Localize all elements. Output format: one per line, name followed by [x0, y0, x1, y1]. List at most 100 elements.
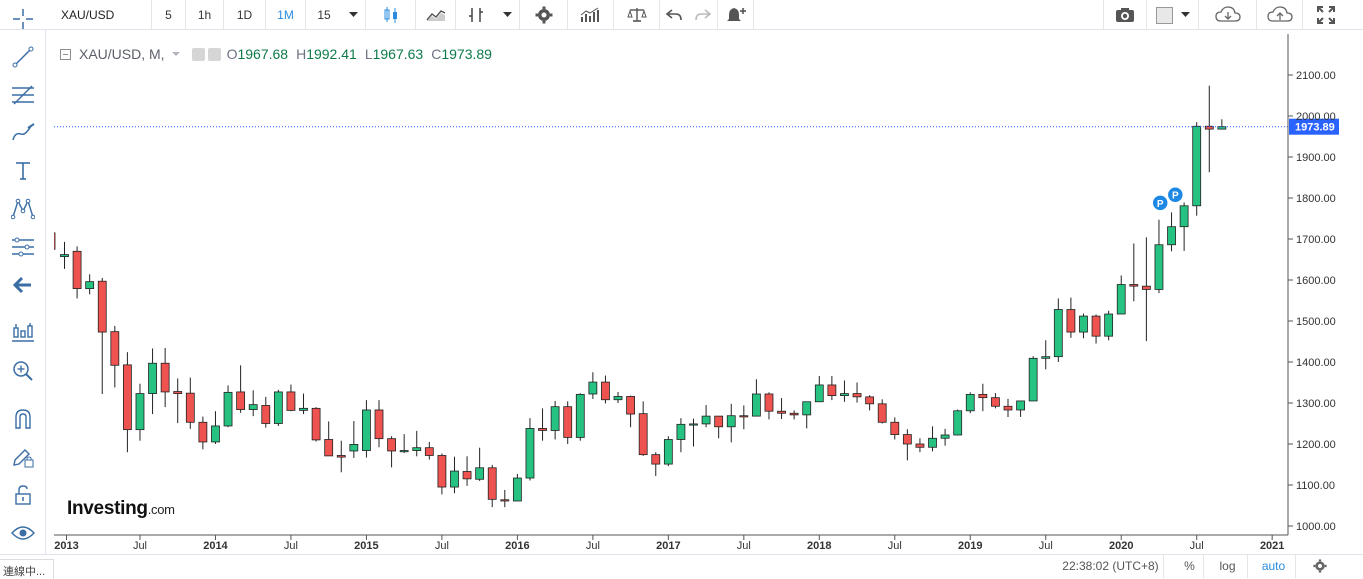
gear-icon: [1313, 559, 1327, 573]
candle-body: [424, 447, 434, 456]
event-marker[interactable]: P: [1151, 194, 1169, 212]
candle: [173, 378, 183, 424]
percent-toggle[interactable]: %: [1176, 554, 1204, 578]
color-picker-button[interactable]: [1147, 0, 1199, 30]
candle-body: [412, 447, 422, 451]
projection-tool[interactable]: [8, 232, 38, 262]
interval-1m[interactable]: 1M: [266, 0, 306, 30]
event-marker[interactable]: P: [1166, 185, 1185, 204]
candle-body: [764, 393, 774, 412]
candle: [953, 409, 963, 436]
price-tick-label: 1800.00: [1296, 193, 1336, 205]
candle: [978, 383, 988, 412]
load-chart-button[interactable]: [1199, 0, 1257, 30]
undo-button[interactable]: [660, 0, 688, 30]
fib-tool[interactable]: [8, 80, 38, 110]
candle-body: [890, 421, 900, 435]
interval-dropdown[interactable]: [342, 0, 366, 30]
text-tool[interactable]: [8, 156, 38, 186]
candle-body: [60, 254, 69, 258]
time-axis[interactable]: 2013 Jul 2014 Jul 2015 Jul 2016 Jul 2017 Jul 2018 J…: [54, 535, 1284, 552]
clock-text: 22:38:02 (UTC+8): [1062, 559, 1159, 573]
candle: [752, 379, 761, 417]
candle-body: [299, 407, 308, 411]
fullscreen-button[interactable]: [1303, 0, 1349, 30]
auto-toggle[interactable]: auto: [1252, 554, 1296, 578]
candle-body: [450, 470, 459, 488]
interval-15[interactable]: 15: [306, 0, 342, 30]
candle-body: [135, 393, 145, 431]
stay-in-drawing-tool[interactable]: [8, 442, 38, 472]
save-chart-button[interactable]: [1257, 0, 1303, 30]
crosshair-icon: [13, 9, 33, 29]
log-toggle[interactable]: log: [1208, 554, 1248, 578]
candle-body: [991, 397, 1000, 407]
time-tick-label: 2020: [1109, 540, 1133, 552]
price-chart[interactable]: 1973.89 PP 2100.00 2000.00 1900.00 1800.00 17…: [54, 34, 1346, 559]
indicators-icon: [469, 8, 483, 22]
study-templates-button[interactable]: [568, 0, 614, 30]
legend-settings-icon[interactable]: [207, 47, 221, 61]
candle: [424, 441, 434, 460]
redo-button[interactable]: [688, 0, 718, 30]
zoom-range-tool[interactable]: [8, 318, 38, 348]
interval-1h[interactable]: 1h: [186, 0, 224, 30]
candle: [223, 385, 233, 428]
candle-body: [789, 412, 799, 416]
candle-body: [85, 281, 95, 290]
price-axis[interactable]: 2100.00 2000.00 1900.00 1800.00 1700.00 1600.…: [1288, 70, 1336, 533]
pattern-tool[interactable]: [8, 194, 38, 224]
candle-body: [638, 413, 648, 456]
candle: [261, 396, 271, 428]
settings-button[interactable]: [520, 0, 568, 30]
candle: [500, 489, 510, 508]
crosshair-tool[interactable]: [8, 4, 38, 34]
interval-1m-label: 1M: [277, 8, 294, 22]
candle-body: [626, 396, 635, 415]
collapse-legend-icon[interactable]: [60, 48, 71, 60]
candle: [588, 372, 598, 399]
zoom-in-tool[interactable]: [8, 356, 38, 386]
legend-visibility-icon[interactable]: [191, 47, 205, 61]
range-icon: [12, 323, 34, 342]
alert-button[interactable]: [718, 0, 754, 30]
candle: [714, 415, 724, 439]
percent-label: %: [1184, 559, 1195, 573]
scale-settings-button[interactable]: [1306, 554, 1334, 578]
fullscreen-icon: [1317, 6, 1335, 24]
compare-button[interactable]: [614, 0, 660, 30]
interval-5[interactable]: 5: [152, 0, 186, 30]
indicators-button[interactable]: [456, 0, 496, 30]
hide-drawings-tool[interactable]: [8, 518, 38, 548]
symbol-label: XAU/USD: [61, 8, 115, 22]
legend-symbol: XAU/USD, M,: [79, 46, 165, 62]
trend-line-tool[interactable]: [8, 42, 38, 72]
chart-type-candles[interactable]: [366, 0, 416, 30]
candle: [349, 421, 359, 458]
candle-body: [173, 391, 183, 394]
logo-suffix: .com: [147, 502, 175, 517]
chart-type-area[interactable]: [416, 0, 456, 30]
candle-body: [865, 396, 875, 405]
candle-body: [877, 403, 887, 423]
legend-dropdown-icon[interactable]: [169, 50, 183, 58]
indicators-dropdown[interactable]: [496, 0, 520, 30]
lock-drawings-tool[interactable]: [8, 480, 38, 510]
magnet-tool[interactable]: [8, 404, 38, 434]
candle: [563, 401, 573, 444]
back-arrow-tool[interactable]: [8, 270, 38, 300]
interval-1d[interactable]: 1D: [224, 0, 266, 30]
legend-low: 1967.63: [372, 46, 424, 62]
top-toolbar: XAU/USD 5 1h 1D 1M 15: [0, 0, 1363, 30]
price-tick-label: 1200.00: [1296, 439, 1336, 451]
brush-tool[interactable]: [8, 118, 38, 148]
screenshot-button[interactable]: [1103, 0, 1147, 30]
candle: [475, 447, 485, 481]
candle: [928, 426, 937, 452]
symbol-search[interactable]: XAU/USD: [0, 0, 152, 30]
candle: [273, 389, 283, 426]
chevron-down-icon: [503, 12, 512, 17]
candle: [814, 375, 824, 403]
candle: [487, 464, 497, 508]
candle: [1167, 212, 1176, 252]
